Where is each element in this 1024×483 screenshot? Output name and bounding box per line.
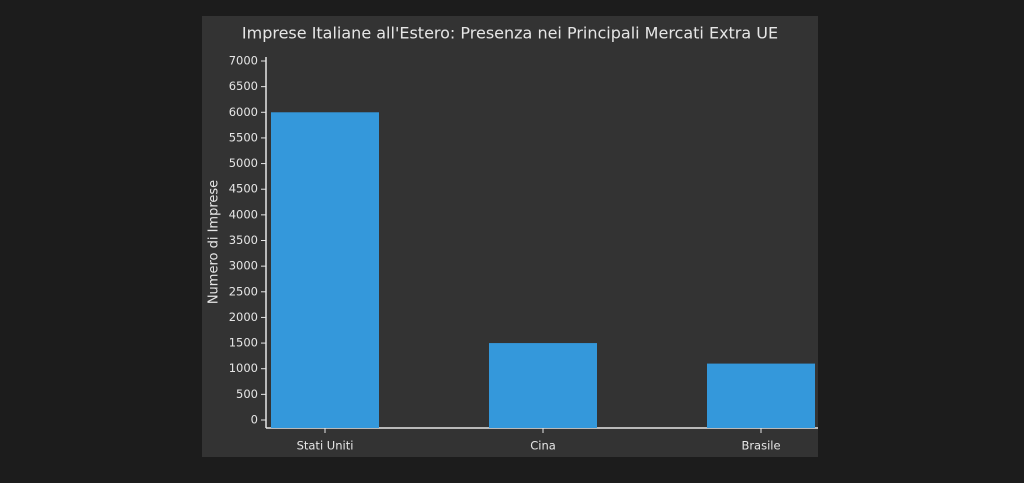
x-tick-label: Stati Uniti bbox=[297, 439, 354, 453]
bar bbox=[489, 343, 597, 428]
y-tick-label: 6500 bbox=[229, 79, 258, 93]
y-tick-label: 500 bbox=[236, 387, 258, 401]
chart-title: Imprese Italiane all'Estero: Presenza ne… bbox=[242, 24, 778, 43]
y-tick-label: 5500 bbox=[229, 130, 258, 144]
x-tick-label: Cina bbox=[530, 439, 556, 453]
y-tick-label: 3000 bbox=[229, 259, 258, 273]
y-axis-label: Numero di Imprese bbox=[207, 180, 222, 304]
y-tick-label: 3500 bbox=[229, 233, 258, 247]
y-tick-label: 0 bbox=[251, 413, 258, 427]
y-tick-label: 1500 bbox=[229, 336, 258, 350]
y-tick-label: 2000 bbox=[229, 310, 258, 324]
y-tick-label: 7000 bbox=[229, 54, 258, 68]
bar bbox=[707, 363, 815, 428]
y-tick-label: 1000 bbox=[229, 361, 258, 375]
y-tick-label: 6000 bbox=[229, 105, 258, 119]
y-tick-label: 4500 bbox=[229, 182, 258, 196]
y-tick-label: 2500 bbox=[229, 284, 258, 298]
y-tick-label: 5000 bbox=[229, 156, 258, 170]
x-tick-label: Brasile bbox=[741, 439, 780, 453]
bar bbox=[271, 112, 379, 429]
y-tick-label: 4000 bbox=[229, 207, 258, 221]
